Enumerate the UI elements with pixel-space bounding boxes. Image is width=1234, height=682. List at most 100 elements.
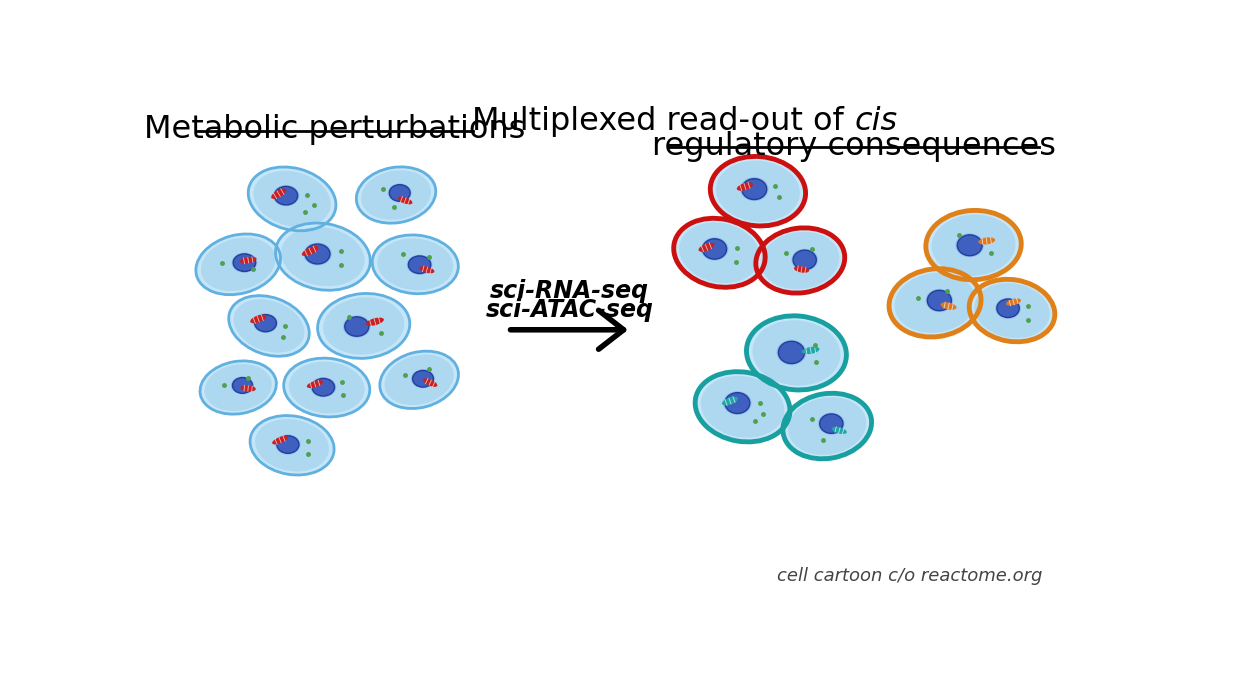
Ellipse shape — [802, 346, 819, 354]
Ellipse shape — [239, 256, 257, 263]
Ellipse shape — [231, 376, 254, 394]
Ellipse shape — [412, 370, 433, 387]
FancyArrowPatch shape — [511, 310, 623, 349]
Ellipse shape — [926, 288, 953, 312]
Ellipse shape — [232, 252, 258, 273]
Text: cell cartoon c/o reactome.org: cell cartoon c/o reactome.org — [777, 567, 1043, 585]
Ellipse shape — [423, 379, 437, 387]
Ellipse shape — [723, 391, 752, 415]
Ellipse shape — [271, 188, 286, 199]
Ellipse shape — [312, 379, 334, 396]
Ellipse shape — [698, 243, 714, 252]
Ellipse shape — [233, 254, 255, 271]
Ellipse shape — [317, 293, 410, 359]
Ellipse shape — [362, 170, 431, 220]
Ellipse shape — [251, 314, 267, 323]
Ellipse shape — [895, 273, 976, 333]
Ellipse shape — [819, 414, 843, 433]
Ellipse shape — [366, 318, 384, 326]
Ellipse shape — [740, 177, 769, 201]
Ellipse shape — [1006, 299, 1021, 306]
Text: Metabolic perturbations: Metabolic perturbations — [143, 114, 526, 145]
Ellipse shape — [747, 316, 847, 390]
Ellipse shape — [761, 232, 839, 289]
Ellipse shape — [940, 302, 956, 310]
Ellipse shape — [793, 250, 817, 269]
Ellipse shape — [323, 297, 405, 355]
Ellipse shape — [276, 436, 299, 454]
Ellipse shape — [888, 269, 981, 337]
Ellipse shape — [969, 280, 1055, 342]
Ellipse shape — [344, 317, 369, 336]
Ellipse shape — [255, 419, 329, 471]
Ellipse shape — [674, 218, 765, 287]
Ellipse shape — [701, 237, 728, 261]
Ellipse shape — [753, 321, 840, 385]
Ellipse shape — [387, 183, 412, 203]
Ellipse shape — [343, 315, 370, 338]
Ellipse shape — [284, 358, 370, 417]
Text: regulatory consequences: regulatory consequences — [653, 131, 1056, 162]
Text: sci-ATAC-seq: sci-ATAC-seq — [485, 298, 653, 322]
Ellipse shape — [201, 237, 275, 291]
Ellipse shape — [928, 291, 951, 311]
Ellipse shape — [397, 196, 412, 205]
Ellipse shape — [273, 436, 288, 445]
Ellipse shape — [373, 235, 458, 294]
Ellipse shape — [742, 179, 766, 200]
Ellipse shape — [979, 237, 995, 245]
Ellipse shape — [756, 228, 845, 293]
Ellipse shape — [716, 160, 800, 222]
Ellipse shape — [955, 233, 983, 257]
Text: cis: cis — [855, 106, 898, 138]
Ellipse shape — [385, 355, 454, 405]
Ellipse shape — [975, 283, 1050, 338]
Ellipse shape — [248, 167, 336, 231]
Ellipse shape — [411, 369, 434, 388]
Ellipse shape — [779, 342, 805, 364]
Ellipse shape — [932, 215, 1016, 276]
Ellipse shape — [254, 314, 276, 331]
Ellipse shape — [275, 434, 301, 455]
Ellipse shape — [253, 313, 278, 333]
Ellipse shape — [695, 372, 790, 442]
Ellipse shape — [274, 186, 297, 205]
Ellipse shape — [380, 351, 459, 409]
Text: sci-RNA-seq: sci-RNA-seq — [490, 279, 649, 303]
Ellipse shape — [390, 185, 410, 201]
Ellipse shape — [776, 340, 806, 365]
Ellipse shape — [273, 185, 300, 206]
Text: Multiplexed read-out of: Multiplexed read-out of — [473, 106, 854, 138]
Ellipse shape — [305, 244, 329, 264]
Ellipse shape — [232, 378, 253, 394]
Ellipse shape — [711, 156, 806, 226]
Ellipse shape — [311, 377, 336, 398]
Ellipse shape — [281, 227, 364, 286]
Ellipse shape — [304, 243, 332, 265]
Ellipse shape — [832, 427, 847, 434]
Ellipse shape — [275, 223, 370, 291]
Ellipse shape — [251, 415, 334, 475]
Ellipse shape — [958, 235, 982, 256]
Ellipse shape — [679, 222, 760, 283]
Ellipse shape — [289, 361, 364, 413]
Ellipse shape — [205, 364, 271, 411]
Ellipse shape — [302, 246, 318, 256]
Ellipse shape — [926, 210, 1022, 280]
Ellipse shape — [307, 381, 323, 388]
Ellipse shape — [818, 413, 845, 435]
Ellipse shape — [789, 397, 866, 455]
Ellipse shape — [420, 266, 434, 273]
Ellipse shape — [701, 376, 785, 438]
Ellipse shape — [791, 249, 818, 271]
Ellipse shape — [357, 167, 436, 223]
Ellipse shape — [378, 239, 453, 291]
Ellipse shape — [782, 394, 871, 459]
Ellipse shape — [233, 299, 305, 353]
Ellipse shape — [407, 254, 432, 275]
Ellipse shape — [228, 295, 310, 356]
Ellipse shape — [737, 182, 753, 191]
Ellipse shape — [408, 256, 431, 273]
Ellipse shape — [995, 297, 1021, 319]
Ellipse shape — [724, 393, 750, 413]
